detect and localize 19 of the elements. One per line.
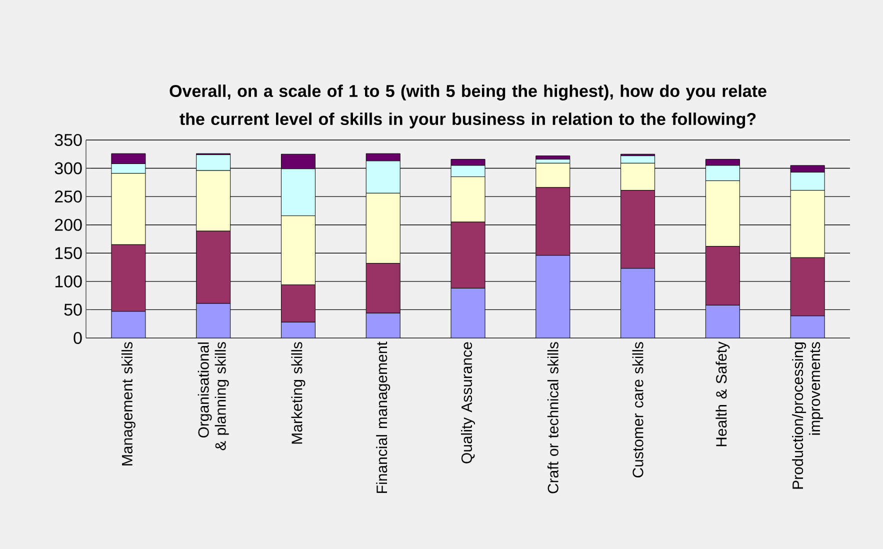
y-tick-label: 200 [54, 218, 82, 231]
y-tick-label: 50 [64, 304, 82, 316]
y-tick-label: 300 [54, 162, 82, 174]
x-tick-label: Production/processing improvements [792, 342, 824, 489]
x-tick-label: Marketing skills [291, 342, 306, 444]
y-tick-label: 350 [54, 134, 82, 146]
x-tick-label: Health & Safety [716, 342, 730, 446]
y-tick-label: 0 [74, 332, 82, 344]
x-tick-label: Craft or technical skills [547, 342, 558, 494]
x-tick-label: Financial management [376, 342, 390, 493]
bar [536, 156, 570, 160]
y-tick-label: 100 [55, 275, 82, 288]
x-tick-label: Organisational & planning skills [198, 342, 229, 450]
y-tick-label: 150 [55, 247, 82, 260]
x-tick-label: Customer care skills [632, 342, 644, 478]
chart-title: Overall, on a scale of 1 to 5 (with 5 being the highest), how do you relate the current level of skills in your business in relation to the following? [170, 84, 766, 128]
x-tick-label: Quality Assurance [461, 342, 475, 464]
x-tick-label: Management skills [121, 342, 136, 466]
y-tick-label: 250 [54, 190, 82, 203]
